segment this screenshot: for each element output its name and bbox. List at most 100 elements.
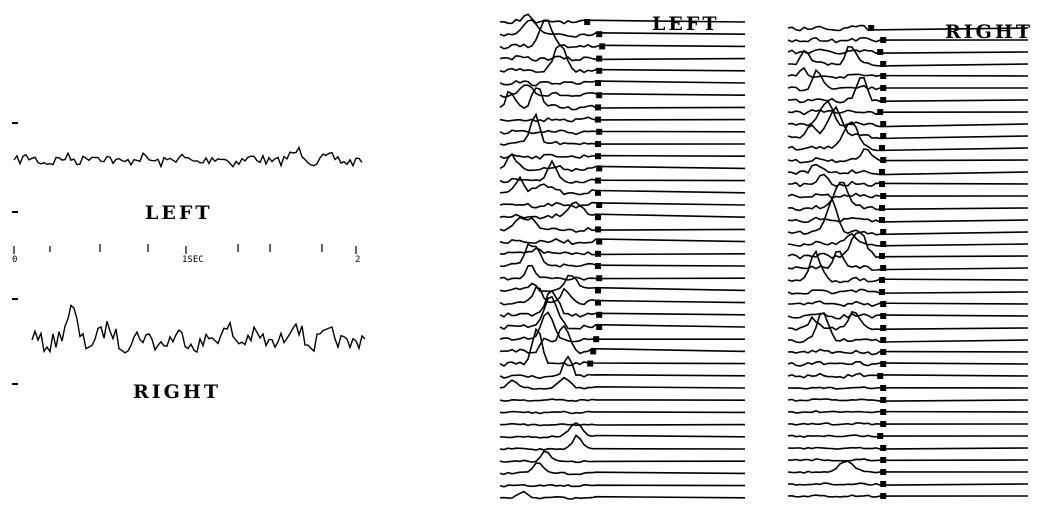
- onset-marker: [880, 85, 887, 91]
- stacked-trace: [787, 77, 1029, 104]
- onset-marker: [880, 241, 887, 247]
- onset-marker: [595, 153, 601, 160]
- onset-marker: [880, 481, 887, 487]
- stacked-trace: [499, 324, 746, 355]
- stacked-trace: [787, 312, 1029, 320]
- stacked-trace: [787, 460, 1029, 474]
- stacked-trace: [499, 421, 746, 439]
- onset-marker: [587, 360, 594, 367]
- stacked-trace: [787, 48, 1029, 55]
- stacked-trace: [499, 355, 746, 380]
- stacked-trace: [787, 372, 1029, 379]
- stacked-trace: [787, 232, 1029, 247]
- onset-marker: [879, 289, 885, 295]
- stacked-trace: [499, 490, 746, 500]
- stacked-trace: [499, 483, 746, 488]
- onset-marker: [599, 43, 606, 50]
- onset-marker: [880, 193, 887, 199]
- onset-marker: [879, 217, 885, 223]
- stacked-trace: [499, 311, 745, 343]
- stack-right-label: RIGHT: [945, 21, 1033, 43]
- trace-right-label: RIGHT: [133, 381, 221, 403]
- onset-marker: [596, 55, 603, 62]
- stacked-trace: [499, 116, 746, 123]
- trace-left-waveform: [13, 145, 363, 169]
- stacked-trace: [499, 264, 746, 281]
- stacked-trace: [499, 289, 746, 318]
- onset-marker: [590, 348, 597, 355]
- trace-right-waveform: [31, 303, 366, 354]
- onset-marker: [879, 181, 885, 187]
- stacked-trace: [787, 250, 1029, 272]
- onset-marker: [595, 287, 601, 294]
- stacked-trace: [787, 148, 1029, 164]
- onset-marker: [879, 145, 885, 151]
- onset-marker: [595, 189, 601, 196]
- stacked-trace: [788, 45, 1029, 67]
- onset-marker: [595, 250, 601, 257]
- onset-marker: [880, 73, 887, 79]
- stacked-trace: [499, 327, 746, 367]
- onset-marker: [880, 349, 887, 355]
- stack-left-label: LEFT: [652, 13, 719, 35]
- onset-marker: [877, 373, 884, 379]
- stacked-trace: [787, 422, 1029, 426]
- onset-marker: [595, 116, 601, 123]
- onset-marker: [877, 109, 884, 115]
- onset-marker: [880, 265, 887, 271]
- onset-marker: [596, 31, 603, 38]
- onset-marker: [596, 128, 603, 135]
- stacked-trace: [788, 300, 1029, 308]
- stacked-trace: [499, 112, 746, 147]
- onset-marker: [880, 229, 887, 235]
- stacked-trace: [787, 163, 1029, 176]
- onset-marker: [595, 226, 601, 233]
- stacked-trace: [499, 434, 746, 451]
- time-axis: 0 1SEC 2: [12, 244, 360, 265]
- onset-marker: [595, 104, 601, 111]
- stacked-trace: [499, 462, 746, 476]
- stacked-trace: [787, 173, 1029, 188]
- onset-marker: [877, 49, 884, 55]
- stacked-trace: [787, 348, 1029, 356]
- stacked-trace: [787, 360, 1029, 367]
- onset-marker: [880, 133, 887, 139]
- stacked-trace: [787, 398, 1029, 402]
- stacked-trace: [499, 87, 746, 111]
- stacked-trace: [787, 231, 1029, 260]
- stacked-trace: [787, 181, 1029, 212]
- onset-marker: [880, 37, 887, 43]
- time-axis-mid-label: 1SEC: [182, 255, 204, 265]
- onset-marker: [880, 121, 887, 127]
- stacked-trace: [787, 494, 1029, 498]
- onset-marker: [593, 336, 600, 343]
- onset-marker: [595, 177, 601, 184]
- onset-marker: [596, 275, 603, 282]
- stacked-trace: [787, 196, 1029, 236]
- time-axis-start-label: 0: [12, 255, 17, 265]
- stacked-trace: [787, 36, 1029, 44]
- stacked-trace: [787, 458, 1029, 462]
- stacked-trace: [499, 175, 746, 196]
- stacked-trace: [787, 288, 1029, 295]
- onset-marker: [595, 80, 601, 86]
- onset-marker: [880, 157, 887, 163]
- onset-marker: [880, 61, 887, 67]
- onset-marker: [596, 202, 603, 208]
- onset-marker: [880, 493, 887, 499]
- stacked-traces-left: [499, 13, 746, 500]
- onset-marker: [880, 97, 887, 103]
- onset-marker: [880, 313, 887, 319]
- onset-marker: [880, 301, 887, 307]
- onset-marker: [880, 457, 887, 463]
- stacked-trace: [499, 410, 746, 415]
- onset-marker: [879, 205, 885, 211]
- onset-marker: [596, 92, 603, 99]
- stacked-trace: [787, 66, 1029, 79]
- stacked-trace: [499, 152, 746, 172]
- stacked-trace: [499, 216, 746, 233]
- stacked-trace: [499, 129, 746, 136]
- stacked-trace: [499, 201, 746, 209]
- stacked-trace: [499, 376, 746, 390]
- onset-marker: [596, 311, 603, 318]
